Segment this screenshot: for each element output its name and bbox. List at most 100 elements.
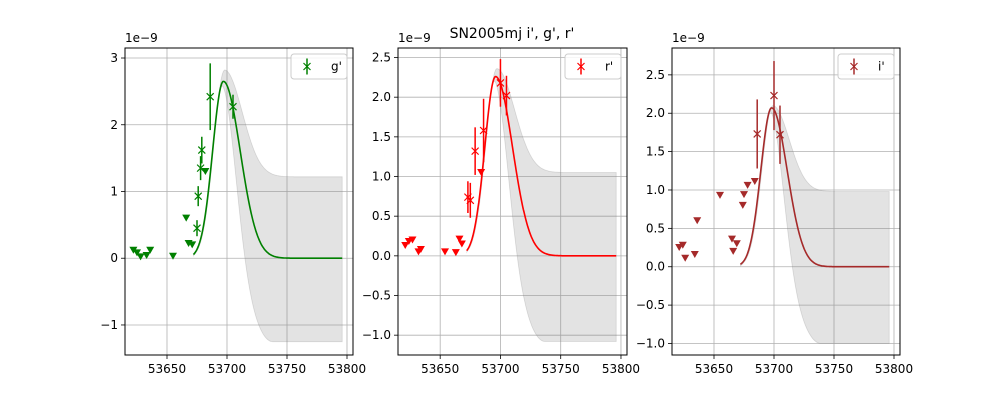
upper-limit-marker bbox=[732, 240, 741, 248]
x-tick-label: 53650 bbox=[148, 362, 186, 376]
upper-limit-marker bbox=[451, 249, 460, 257]
legend-marker bbox=[577, 62, 585, 71]
x-tick-label: 53800 bbox=[875, 362, 913, 376]
upper-limit-marker bbox=[678, 241, 687, 249]
uncertainty-band bbox=[193, 69, 343, 343]
y-tick-label: −0.5 bbox=[636, 298, 665, 312]
upper-limit-marker bbox=[441, 248, 450, 256]
y-tick-label: 2.5 bbox=[372, 51, 391, 65]
y-tick-label: −1.0 bbox=[362, 328, 391, 342]
x-tick-label: 53800 bbox=[328, 362, 366, 376]
y-tick-label: 1.5 bbox=[646, 145, 665, 159]
legend-marker bbox=[303, 62, 311, 71]
legend-label: r' bbox=[605, 60, 613, 74]
upper-limit-marker bbox=[401, 242, 410, 250]
panel-1: 53650 53700 53750 53800 −1 0 1 2 3 1e−9 g' bbox=[100, 31, 366, 376]
axes-frame bbox=[397, 47, 628, 356]
y-offset-label: 1e−9 bbox=[125, 31, 158, 45]
y-tick-label: −1 bbox=[100, 318, 118, 332]
figure-title: SN2005mj i', g', r' bbox=[450, 26, 575, 42]
y-tick-label: 1.5 bbox=[372, 130, 391, 144]
upper-limit-marker bbox=[693, 217, 702, 225]
legend: g' bbox=[290, 53, 348, 80]
plot-area bbox=[129, 63, 343, 343]
plot-area bbox=[401, 59, 617, 342]
upper-limit-marker bbox=[201, 167, 210, 175]
detection-marker bbox=[194, 192, 203, 201]
x-tick-label: 53750 bbox=[268, 362, 306, 376]
y-tick-label: 0.5 bbox=[372, 209, 391, 223]
upper-limit-marker bbox=[408, 236, 417, 244]
upper-limit-marker bbox=[477, 169, 486, 177]
panels-container: 53650 53700 53750 53800 −1 0 1 2 3 1e−9 g' 53650 537… bbox=[100, 31, 913, 376]
y-tick-label: 1.0 bbox=[646, 183, 665, 197]
upper-limit-marker bbox=[416, 245, 425, 253]
detection-marker bbox=[471, 147, 480, 156]
detection-marker bbox=[229, 102, 237, 111]
x-tick-label: 53750 bbox=[815, 362, 853, 376]
detection-marker bbox=[770, 91, 778, 100]
y-tick-label: 0.5 bbox=[646, 221, 665, 235]
legend: i' bbox=[837, 53, 895, 80]
plot-area bbox=[675, 61, 890, 344]
detection-marker bbox=[197, 146, 206, 155]
legend-box bbox=[837, 53, 895, 80]
y-tick-label: 0.0 bbox=[372, 249, 391, 263]
x-tick-label: 53700 bbox=[481, 362, 519, 376]
upper-limit-marker bbox=[142, 252, 151, 260]
upper-limit-marker bbox=[681, 254, 690, 262]
y-tick-label: −1.0 bbox=[636, 336, 665, 350]
detection-marker bbox=[196, 164, 205, 173]
detection-marker bbox=[206, 92, 215, 101]
upper-limit-marker bbox=[740, 191, 748, 199]
panel-2: 53650 53700 53750 53800 −1.0 −0.5 0.0 0.5 1.0 1.5… bbox=[362, 31, 640, 376]
x-tick-label: 53700 bbox=[208, 362, 246, 376]
model-curve bbox=[192, 80, 343, 259]
upper-limit-marker bbox=[129, 246, 138, 254]
x-tick-label: 53800 bbox=[602, 362, 640, 376]
upper-limit-marker bbox=[728, 235, 736, 243]
x-tick-label: 53650 bbox=[695, 362, 733, 376]
y-tick-label: 3 bbox=[110, 51, 118, 65]
y-tick-label: −0.5 bbox=[362, 289, 391, 303]
legend-box bbox=[290, 53, 348, 80]
upper-limit-marker bbox=[136, 253, 145, 261]
x-tick-label: 53700 bbox=[755, 362, 793, 376]
upper-limit-marker bbox=[716, 191, 724, 199]
legend: r' bbox=[564, 53, 622, 80]
upper-limit-marker bbox=[188, 241, 197, 249]
panel-3: 53650 53700 53750 53800 −1.0 −0.5 0.0 0.5 1.0 1.5… bbox=[636, 31, 913, 376]
y-tick-label: 1.0 bbox=[372, 170, 391, 184]
y-tick-label: 1 bbox=[110, 184, 118, 198]
upper-limit-marker bbox=[146, 246, 155, 254]
legend-label: g' bbox=[331, 60, 342, 74]
legend-marker bbox=[850, 62, 858, 71]
upper-limit-marker bbox=[169, 252, 177, 260]
y-tick-label: 0 bbox=[110, 251, 118, 265]
x-tick-label: 53650 bbox=[421, 362, 459, 376]
detection-marker bbox=[496, 78, 505, 87]
axes-frame bbox=[671, 47, 901, 356]
detection-marker bbox=[776, 130, 784, 139]
detection-marker bbox=[479, 126, 488, 135]
detection-marker bbox=[753, 130, 762, 138]
upper-limit-marker bbox=[729, 247, 738, 255]
uncertainty-band bbox=[740, 105, 890, 344]
y-tick-label: 2 bbox=[110, 118, 118, 132]
upper-limit-marker bbox=[738, 201, 747, 209]
upper-limit-marker bbox=[182, 214, 191, 222]
detection-marker bbox=[193, 224, 201, 233]
upper-limit-marker bbox=[750, 178, 759, 186]
legend-box bbox=[564, 53, 622, 80]
upper-limit-marker bbox=[457, 240, 466, 248]
model-curve bbox=[739, 107, 890, 268]
y-offset-label: 1e−9 bbox=[398, 31, 431, 45]
y-tick-label: 2.0 bbox=[646, 106, 665, 120]
uncertainty-band bbox=[466, 68, 617, 342]
y-tick-label: 2.0 bbox=[372, 90, 391, 104]
y-tick-label: 0.0 bbox=[646, 260, 665, 274]
upper-limit-marker bbox=[743, 181, 752, 189]
y-offset-label: 1e−9 bbox=[672, 31, 705, 45]
detection-marker bbox=[466, 196, 475, 205]
